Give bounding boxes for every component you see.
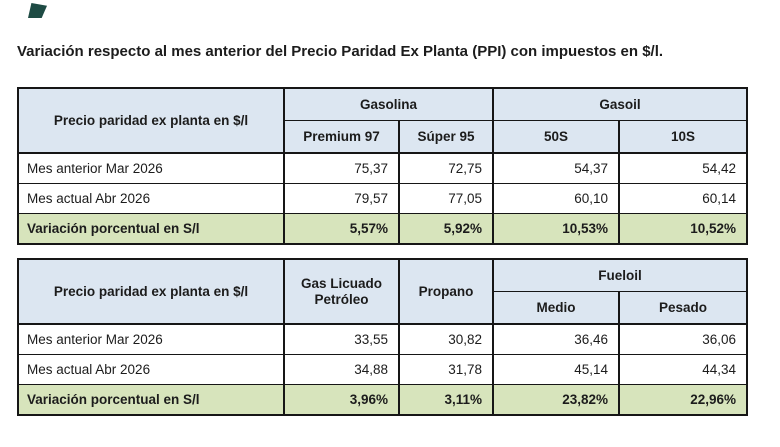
table1-row-variacion: Variación porcentual en S/l 5,57% 5,92% … xyxy=(17,213,749,245)
value-cell: 75,37 xyxy=(283,152,400,184)
table1-row-mes-actual: Mes actual Abr 2026 79,57 77,05 60,10 60… xyxy=(17,183,749,214)
table1-col-premium-97: Premium 97 xyxy=(283,120,400,154)
value-cell: 54,42 xyxy=(617,152,749,184)
table1-col-super-95: Súper 95 xyxy=(398,120,494,154)
value-cell: 36,06 xyxy=(618,323,748,355)
value-cell: 33,55 xyxy=(283,323,400,355)
table1-col-10s: 10S xyxy=(617,120,749,154)
variation-cell: 23,82% xyxy=(492,384,620,416)
variation-cell: 3,96% xyxy=(283,384,400,416)
table1-group-header-row: Precio paridad ex planta en $/l Gasolina… xyxy=(17,87,749,154)
variation-cell: 3,11% xyxy=(398,384,494,416)
variation-cell: 5,57% xyxy=(283,213,400,245)
variation-cell: 10,53% xyxy=(492,213,620,245)
table2-row-mes-actual: Mes actual Abr 2026 34,88 31,78 45,14 44… xyxy=(17,354,748,385)
row-label: Mes anterior Mar 2026 xyxy=(17,323,285,355)
variation-cell: 22,96% xyxy=(618,384,748,416)
table2-row-mes-anterior: Mes anterior Mar 2026 33,55 30,82 36,46 … xyxy=(17,323,748,355)
value-cell: 36,46 xyxy=(492,323,620,355)
table1-group-gasolina: Gasolina xyxy=(283,87,494,121)
table2-corner-header: Precio paridad ex planta en $/l xyxy=(17,258,285,325)
table2-col-gas-licuado-petroleo: Gas Licuado Petróleo xyxy=(283,258,400,325)
table1-col-50s: 50S xyxy=(492,120,620,154)
value-cell: 79,57 xyxy=(283,183,400,214)
table1-subheader-row: Premium 97 Súper 95 50S 10S xyxy=(18,120,749,154)
value-cell: 77,05 xyxy=(398,183,494,214)
row-label: Mes actual Abr 2026 xyxy=(17,183,285,214)
variation-cell: 5,92% xyxy=(398,213,494,245)
page-title: Variación respecto al mes anterior del P… xyxy=(17,43,664,60)
value-cell: 54,37 xyxy=(492,152,620,184)
value-cell: 45,14 xyxy=(492,354,620,385)
value-cell: 34,88 xyxy=(283,354,400,385)
variation-label: Variación porcentual en S/l xyxy=(17,213,285,245)
table2-subheader-row: Medio Pesado xyxy=(18,291,748,325)
variation-label: Variación porcentual en S/l xyxy=(17,384,285,416)
corner-mark xyxy=(28,3,47,18)
table1-group-gasoil: Gasoil xyxy=(491,87,749,121)
value-cell: 60,10 xyxy=(492,183,620,214)
table2-col-propano: Propano xyxy=(398,258,494,325)
table2-col-pesado: Pesado xyxy=(618,291,748,325)
value-cell: 30,82 xyxy=(398,323,494,355)
row-label: Mes actual Abr 2026 xyxy=(17,354,285,385)
table-gasolina-gasoil: Precio paridad ex planta en $/l Gasolina… xyxy=(17,87,749,245)
table2-col-medio: Medio xyxy=(492,291,620,325)
table1-row-mes-anterior: Mes anterior Mar 2026 75,37 72,75 54,37 … xyxy=(17,152,749,184)
table2-group-header-row: Precio paridad ex planta en $/l Gas Licu… xyxy=(17,258,748,325)
value-cell: 44,34 xyxy=(618,354,748,385)
value-cell: 72,75 xyxy=(398,152,494,184)
table-glp-propano-fueloil: Precio paridad ex planta en $/l Gas Licu… xyxy=(17,258,748,416)
table1-corner-header: Precio paridad ex planta en $/l xyxy=(17,87,285,154)
row-label: Mes anterior Mar 2026 xyxy=(17,152,285,184)
table2-row-variacion: Variación porcentual en S/l 3,96% 3,11% … xyxy=(17,384,748,416)
value-cell: 31,78 xyxy=(398,354,494,385)
table2-group-fueloil: Fueloil xyxy=(492,258,748,292)
value-cell: 60,14 xyxy=(617,183,749,214)
variation-cell: 10,52% xyxy=(617,213,749,245)
